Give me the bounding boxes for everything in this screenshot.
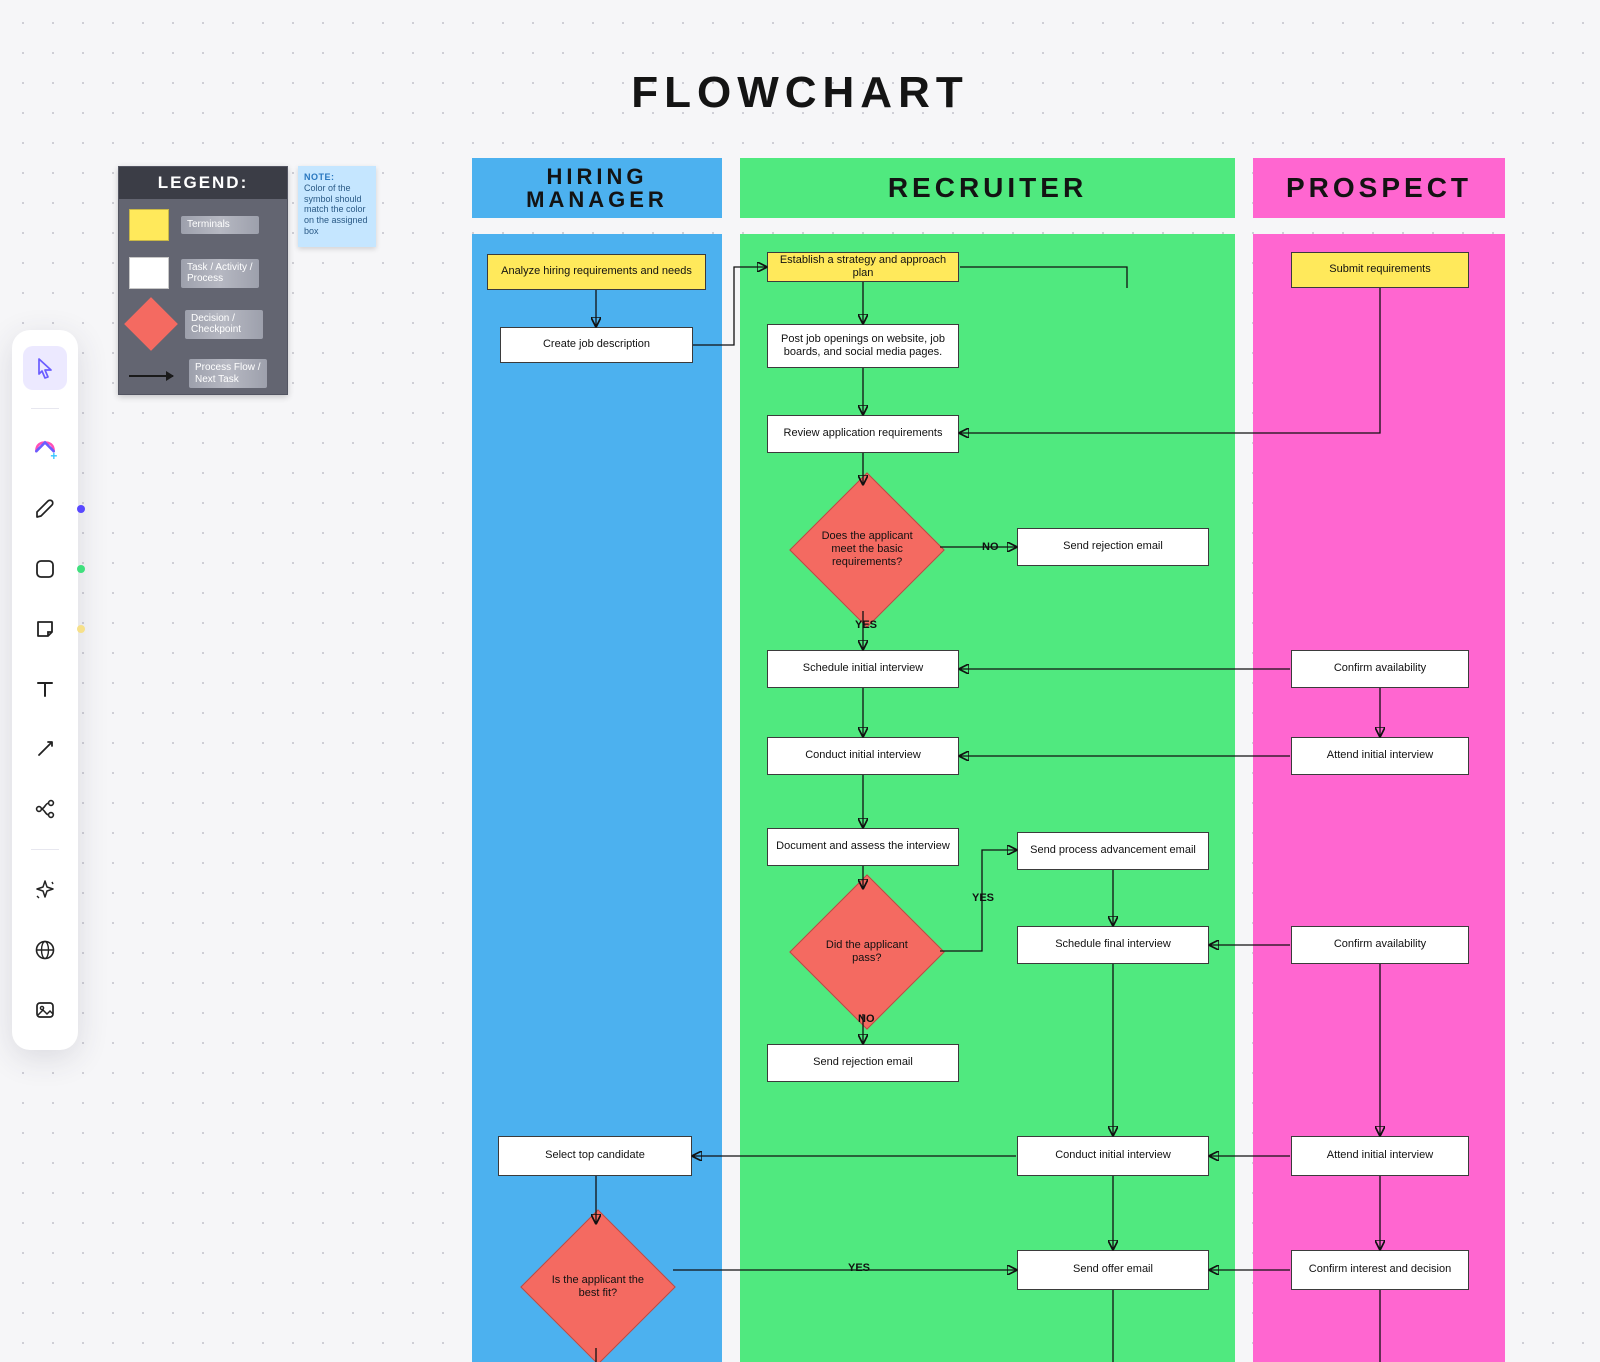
node-hm-select-top[interactable]: Select top candidate	[498, 1136, 692, 1176]
text-icon[interactable]	[23, 667, 67, 711]
pen-icon[interactable]	[23, 487, 67, 531]
lane-header-recruiter[interactable]: RECRUITER	[740, 158, 1235, 218]
lane-header-prospect[interactable]: PROSPECT	[1253, 158, 1505, 218]
legend-panel[interactable]: LEGEND: Terminals Task / Activity / Proc…	[118, 166, 288, 395]
toolbar-separator	[31, 408, 59, 409]
image-icon[interactable]	[23, 988, 67, 1032]
edge-label-no2: NO	[858, 1013, 875, 1025]
node-pr-confirm1[interactable]: Confirm availability	[1291, 650, 1469, 688]
globe-icon[interactable]	[23, 928, 67, 972]
connector-icon[interactable]	[23, 727, 67, 771]
node-rc-post[interactable]: Post job openings on website, job boards…	[767, 324, 959, 368]
edge-label-yes2: YES	[972, 892, 994, 904]
tool-indicator	[77, 625, 85, 633]
node-rc-conduct2[interactable]: Conduct initial interview	[1017, 1136, 1209, 1176]
legend-title: LEGEND:	[119, 167, 287, 199]
legend-row-flow: Process Flow / Next Task	[129, 359, 277, 388]
tool-indicator	[77, 565, 85, 573]
node-pr-attend2[interactable]: Attend initial interview	[1291, 1136, 1469, 1176]
node-pr-confirm2[interactable]: Confirm availability	[1291, 926, 1469, 964]
node-pr-submit[interactable]: Submit requirements	[1291, 252, 1469, 288]
svg-text:+: +	[50, 449, 57, 462]
node-rc-offer[interactable]: Send offer email	[1017, 1250, 1209, 1290]
note-body: Color of the symbol should match the col…	[304, 183, 368, 236]
node-rc-advance[interactable]: Send process advancement email	[1017, 832, 1209, 870]
note-sticky[interactable]: NOTE: Color of the symbol should match t…	[298, 166, 376, 247]
node-rc-schedule1[interactable]: Schedule initial interview	[767, 650, 959, 688]
legend-swatch-arrow	[129, 375, 173, 377]
cursor-icon[interactable]	[23, 346, 67, 390]
tool-palette: +	[12, 330, 78, 1050]
edge-label-yes3: YES	[848, 1262, 870, 1274]
mindmap-icon[interactable]	[23, 787, 67, 831]
sticky-note-icon[interactable]	[23, 607, 67, 651]
tool-indicator	[77, 505, 85, 513]
node-hm-analyze[interactable]: Analyze hiring requirements and needs	[487, 254, 706, 290]
legend-row-terminals: Terminals	[129, 209, 277, 241]
lane-header-hiring-manager[interactable]: HIRING MANAGER	[472, 158, 722, 218]
node-rc-review-app[interactable]: Review application requirements	[767, 415, 959, 453]
node-rc-reject1[interactable]: Send rejection email	[1017, 528, 1209, 566]
toolbar-separator	[31, 849, 59, 850]
node-rc-strategy[interactable]: Establish a strategy and approach plan	[767, 252, 959, 282]
lane-recruiter[interactable]	[740, 234, 1235, 1362]
legend-row-process: Task / Activity / Process	[129, 257, 277, 289]
node-rc-doc-assess[interactable]: Document and assess the interview	[767, 828, 959, 866]
square-icon[interactable]	[23, 547, 67, 591]
edge-label-no1: NO	[982, 541, 999, 553]
node-rc-schedule2[interactable]: Schedule final interview	[1017, 926, 1209, 964]
node-pr-attend1[interactable]: Attend initial interview	[1291, 737, 1469, 775]
node-hm-create-jd[interactable]: Create job description	[500, 327, 693, 363]
legend-swatch-decision	[124, 297, 178, 351]
ai-icon[interactable]: +	[23, 427, 67, 471]
legend-swatch-process	[129, 257, 169, 289]
sparkle-icon[interactable]	[23, 868, 67, 912]
node-pr-interest[interactable]: Confirm interest and decision	[1291, 1250, 1469, 1290]
page-title: FLOWCHART	[0, 68, 1600, 118]
legend-row-decision: Decision / Checkpoint	[129, 305, 277, 343]
legend-swatch-terminal	[129, 209, 169, 241]
lane-prospect[interactable]	[1253, 234, 1505, 1362]
edge-label-yes1: YES	[855, 619, 877, 631]
node-rc-conduct1[interactable]: Conduct initial interview	[767, 737, 959, 775]
node-rc-reject2[interactable]: Send rejection email	[767, 1044, 959, 1082]
lane-hiring-manager[interactable]	[472, 234, 722, 1362]
note-heading: NOTE:	[304, 172, 335, 182]
